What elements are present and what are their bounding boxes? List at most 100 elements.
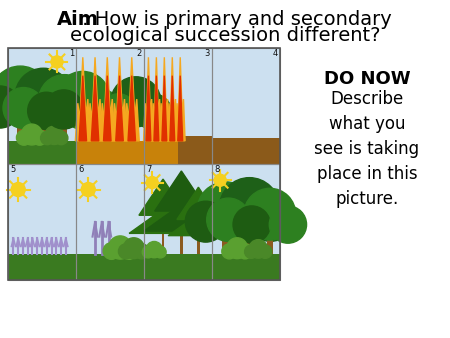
- Bar: [144, 141, 212, 164]
- Text: 1: 1: [69, 49, 74, 58]
- Bar: [222, 224, 229, 255]
- Text: 6: 6: [78, 165, 83, 174]
- Text: Describe
what you
see is taking
place in this
picture.: Describe what you see is taking place in…: [315, 90, 419, 208]
- Polygon shape: [88, 57, 103, 141]
- Circle shape: [225, 201, 266, 242]
- Bar: [76, 164, 144, 280]
- Circle shape: [51, 56, 63, 68]
- Bar: [212, 164, 280, 280]
- Polygon shape: [168, 214, 229, 236]
- Bar: [8, 48, 76, 164]
- Bar: [144, 48, 212, 164]
- Bar: [144, 255, 212, 280]
- Text: : How is primary and secondary: : How is primary and secondary: [82, 10, 392, 29]
- Circle shape: [32, 130, 47, 145]
- Polygon shape: [167, 57, 177, 141]
- Bar: [8, 164, 76, 280]
- Polygon shape: [178, 76, 183, 141]
- Bar: [212, 139, 280, 164]
- Polygon shape: [104, 76, 111, 141]
- Bar: [144, 164, 212, 280]
- Text: Aim: Aim: [57, 10, 99, 29]
- Bar: [178, 136, 212, 164]
- Circle shape: [3, 88, 44, 128]
- Circle shape: [219, 178, 279, 238]
- Circle shape: [185, 201, 226, 242]
- Text: DO NOW: DO NOW: [324, 70, 410, 88]
- Circle shape: [54, 131, 68, 145]
- Polygon shape: [144, 204, 219, 231]
- Polygon shape: [159, 57, 169, 141]
- Bar: [40, 111, 46, 141]
- Polygon shape: [91, 76, 99, 141]
- Text: ecological succession different?: ecological succession different?: [70, 26, 380, 45]
- Circle shape: [249, 240, 267, 258]
- Circle shape: [27, 92, 65, 129]
- Circle shape: [244, 188, 296, 240]
- Polygon shape: [177, 187, 220, 219]
- Bar: [133, 114, 139, 141]
- Polygon shape: [129, 209, 197, 233]
- Circle shape: [0, 86, 21, 128]
- Circle shape: [134, 244, 149, 259]
- Text: 8: 8: [214, 165, 220, 174]
- Circle shape: [249, 198, 292, 241]
- Circle shape: [197, 182, 254, 239]
- Circle shape: [82, 90, 122, 129]
- Bar: [162, 233, 164, 255]
- Circle shape: [11, 183, 25, 196]
- Circle shape: [40, 131, 54, 145]
- Circle shape: [258, 245, 272, 258]
- Circle shape: [118, 244, 134, 259]
- Bar: [76, 164, 144, 280]
- Circle shape: [142, 246, 154, 258]
- Bar: [8, 141, 76, 164]
- Polygon shape: [162, 76, 167, 141]
- Circle shape: [15, 68, 72, 125]
- Polygon shape: [144, 57, 153, 141]
- Circle shape: [39, 75, 90, 126]
- Circle shape: [17, 130, 32, 145]
- Text: 4: 4: [273, 49, 278, 58]
- Bar: [180, 231, 183, 255]
- Polygon shape: [139, 179, 187, 215]
- Bar: [62, 114, 68, 141]
- Circle shape: [269, 206, 306, 243]
- Bar: [8, 48, 76, 164]
- Circle shape: [146, 176, 158, 189]
- Circle shape: [121, 243, 137, 259]
- Polygon shape: [152, 57, 161, 141]
- Bar: [76, 255, 144, 280]
- Bar: [8, 255, 76, 280]
- Circle shape: [214, 174, 226, 186]
- Circle shape: [20, 86, 62, 128]
- Circle shape: [44, 90, 83, 129]
- Circle shape: [103, 243, 120, 259]
- Bar: [212, 164, 280, 280]
- Bar: [212, 48, 280, 164]
- Text: 7: 7: [146, 165, 151, 174]
- Circle shape: [64, 92, 101, 129]
- Circle shape: [135, 94, 171, 130]
- Circle shape: [0, 66, 50, 125]
- Bar: [76, 48, 144, 164]
- Polygon shape: [176, 57, 185, 141]
- Circle shape: [21, 124, 42, 145]
- Polygon shape: [124, 57, 139, 141]
- Circle shape: [43, 88, 84, 128]
- Text: 2: 2: [137, 49, 142, 58]
- Polygon shape: [128, 76, 135, 141]
- Circle shape: [154, 246, 166, 258]
- Bar: [17, 110, 23, 141]
- Circle shape: [100, 94, 136, 130]
- Polygon shape: [79, 76, 86, 141]
- Bar: [212, 255, 280, 280]
- Polygon shape: [100, 57, 115, 141]
- Circle shape: [146, 241, 162, 258]
- Polygon shape: [170, 76, 175, 141]
- Bar: [80, 112, 86, 141]
- Polygon shape: [112, 57, 127, 141]
- Circle shape: [111, 77, 161, 127]
- Circle shape: [227, 238, 248, 259]
- Bar: [8, 48, 280, 280]
